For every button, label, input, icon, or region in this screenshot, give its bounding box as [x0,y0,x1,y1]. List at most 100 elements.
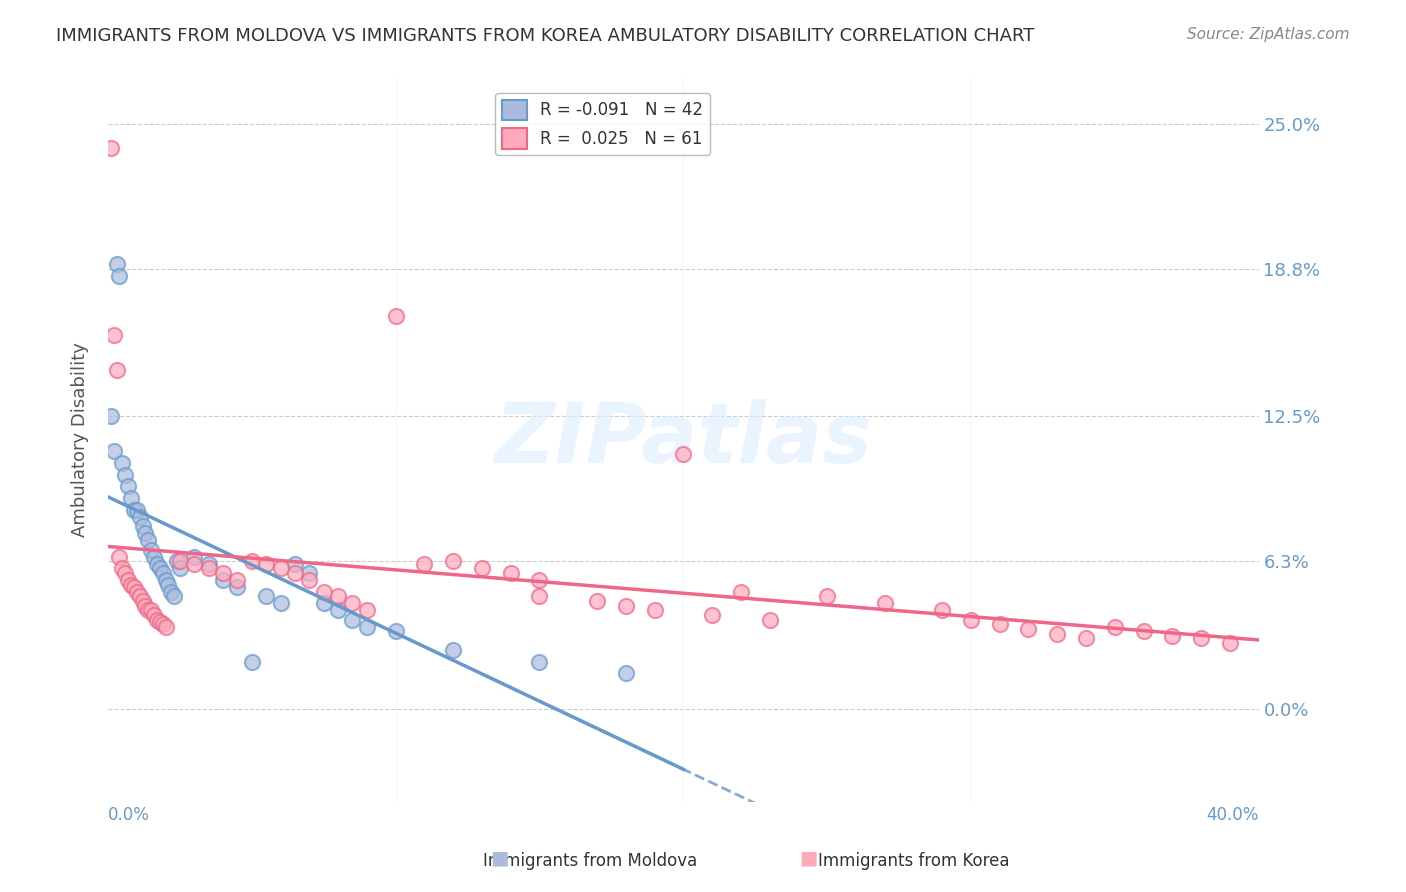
Immigrants from Korea [197,561,219,575]
Immigrants from Korea [931,603,953,617]
Immigrants from Korea [529,590,551,604]
Immigrants from Korea [125,584,148,599]
Immigrants from Korea [384,309,406,323]
Immigrants from Moldova [284,557,307,571]
Immigrants from Moldova [120,491,142,505]
Immigrants from Moldova [100,409,122,424]
Immigrants from Moldova [146,557,169,571]
Immigrants from Moldova [197,557,219,571]
Immigrants from Korea [1219,636,1241,650]
Immigrants from Korea [326,590,349,604]
Immigrants from Korea [117,573,139,587]
Immigrants from Korea [169,554,191,568]
Immigrants from Moldova [136,533,159,548]
Immigrants from Korea [988,617,1011,632]
Immigrants from Korea [131,594,153,608]
Immigrants from Korea [441,554,464,568]
Immigrants from Moldova [212,573,235,587]
Immigrants from Moldova [614,666,637,681]
Immigrants from Korea [529,573,551,587]
Immigrants from Moldova [122,503,145,517]
Immigrants from Korea [1074,632,1097,646]
Immigrants from Korea [298,573,321,587]
Immigrants from Korea [815,590,838,604]
Immigrants from Moldova [441,643,464,657]
Immigrants from Korea [226,573,249,587]
Immigrants from Moldova [131,519,153,533]
Immigrants from Moldova [166,554,188,568]
Immigrants from Moldova [149,561,172,575]
Immigrants from Korea [240,554,263,568]
Text: 40.0%: 40.0% [1206,805,1258,823]
Immigrants from Moldova [117,479,139,493]
Immigrants from Moldova [111,456,134,470]
Immigrants from Korea [105,362,128,376]
Immigrants from Korea [1104,620,1126,634]
Immigrants from Korea [960,613,983,627]
Immigrants from Korea [644,603,666,617]
Immigrants from Korea [114,566,136,580]
Immigrants from Korea [270,561,292,575]
Immigrants from Moldova [105,257,128,271]
Immigrants from Moldova [298,566,321,580]
Immigrants from Korea [254,557,277,571]
Text: Immigrants from Moldova: Immigrants from Moldova [484,852,697,870]
Immigrants from Korea [1189,632,1212,646]
Immigrants from Korea [312,584,335,599]
Immigrants from Moldova [240,655,263,669]
Text: ■: ■ [799,848,818,867]
Immigrants from Korea [1161,629,1184,643]
Immigrants from Moldova [160,584,183,599]
Immigrants from Korea [471,561,494,575]
Immigrants from Korea [586,594,609,608]
Immigrants from Korea [139,603,162,617]
Immigrants from Moldova [226,580,249,594]
Immigrants from Korea [155,620,177,634]
Immigrants from Korea [122,580,145,594]
Immigrants from Moldova [169,561,191,575]
Immigrants from Korea [152,617,174,632]
Immigrants from Moldova [157,577,180,591]
Y-axis label: Ambulatory Disability: Ambulatory Disability [72,343,89,537]
Immigrants from Korea [100,140,122,154]
Immigrants from Korea [284,566,307,580]
Immigrants from Korea [672,447,695,461]
Immigrants from Korea [1017,622,1039,636]
Immigrants from Korea [499,566,522,580]
Immigrants from Moldova [163,590,186,604]
Immigrants from Korea [614,599,637,613]
Immigrants from Korea [356,603,378,617]
Immigrants from Korea [149,615,172,629]
Immigrants from Moldova [103,444,125,458]
Text: 0.0%: 0.0% [108,805,150,823]
Text: Source: ZipAtlas.com: Source: ZipAtlas.com [1187,27,1350,42]
Immigrants from Korea [758,613,780,627]
Immigrants from Korea [143,608,166,623]
Immigrants from Moldova [152,566,174,580]
Text: ■: ■ [489,848,509,867]
Immigrants from Korea [136,603,159,617]
Immigrants from Moldova [326,603,349,617]
Text: ZIPatlas: ZIPatlas [495,400,872,480]
Immigrants from Moldova [155,573,177,587]
Immigrants from Moldova [254,590,277,604]
Immigrants from Korea [212,566,235,580]
Immigrants from Korea [413,557,436,571]
Immigrants from Korea [134,599,156,613]
Immigrants from Moldova [529,655,551,669]
Immigrants from Moldova [143,549,166,564]
Immigrants from Moldova [270,596,292,610]
Immigrants from Korea [1132,624,1154,639]
Text: IMMIGRANTS FROM MOLDOVA VS IMMIGRANTS FROM KOREA AMBULATORY DISABILITY CORRELATI: IMMIGRANTS FROM MOLDOVA VS IMMIGRANTS FR… [56,27,1035,45]
Immigrants from Moldova [312,596,335,610]
Immigrants from Korea [183,557,205,571]
Immigrants from Moldova [384,624,406,639]
Immigrants from Korea [1046,626,1069,640]
Immigrants from Moldova [183,549,205,564]
Immigrants from Moldova [128,509,150,524]
Immigrants from Korea [111,561,134,575]
Immigrants from Korea [128,590,150,604]
Text: Immigrants from Korea: Immigrants from Korea [818,852,1010,870]
Immigrants from Moldova [356,620,378,634]
Immigrants from Korea [730,584,752,599]
